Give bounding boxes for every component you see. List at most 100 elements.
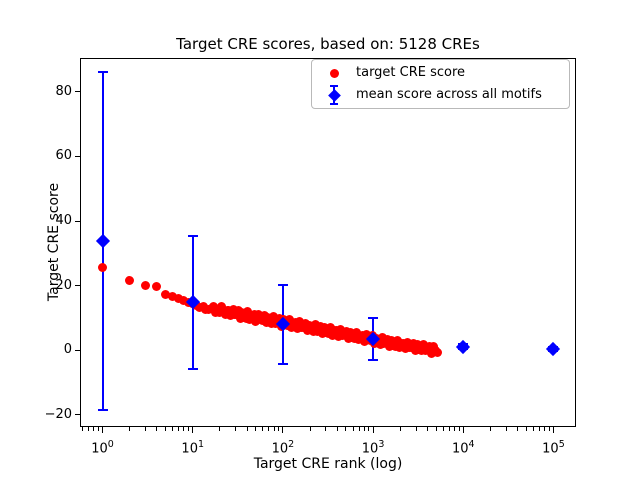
x-minor-tick (368, 427, 370, 431)
x-tick-label: 102 (271, 439, 295, 457)
error-bar-cap (277, 362, 288, 365)
x-minor-tick (544, 427, 546, 431)
x-minor-tick (325, 427, 327, 431)
x-minor-tick (399, 427, 401, 431)
x-minor-tick (415, 427, 417, 431)
red-dot (302, 326, 312, 336)
x-minor-tick (352, 427, 354, 431)
red-dot (174, 294, 184, 304)
x-minor-tick (235, 427, 237, 431)
x-minor-tick (129, 427, 131, 431)
errorbar-glyph-cap (330, 85, 338, 87)
red-dot (215, 307, 225, 317)
x-minor-tick (363, 427, 365, 431)
x-axis-label: Target CRE rank (log) (253, 456, 403, 472)
x-minor-tick (278, 427, 280, 431)
red-dot (361, 330, 371, 340)
x-minor-tick (82, 427, 84, 431)
red-dot (432, 347, 442, 357)
x-minor-tick (525, 427, 527, 431)
x-minor-tick (88, 427, 90, 431)
x-tick-label: 105 (542, 439, 565, 457)
errorbar-glyph-diamond (327, 88, 341, 102)
plot-area (80, 58, 576, 427)
red-dot (269, 312, 279, 322)
legend-item-mean-score: mean score across all motifs (312, 84, 569, 106)
x-minor-tick (309, 427, 311, 431)
red-dot (410, 345, 420, 355)
legend-label-mean: mean score across all motifs (356, 87, 542, 102)
y-tick (75, 285, 80, 287)
y-tick-label: 0 (63, 342, 72, 358)
red-dot (161, 289, 171, 299)
x-minor-tick (345, 427, 347, 431)
y-tick (75, 414, 80, 416)
red-dot (179, 296, 189, 306)
x-minor-tick (219, 427, 221, 431)
x-minor-tick (448, 427, 450, 431)
y-tick (75, 91, 80, 93)
error-bar-cap (368, 359, 379, 362)
x-major-tick (372, 427, 374, 434)
x-minor-tick (548, 427, 550, 431)
x-minor-tick (97, 427, 99, 431)
error-bar-cap (368, 317, 379, 320)
chart-title: Target CRE scores, based on: 5128 CREs (176, 35, 480, 53)
red-dot (261, 318, 271, 328)
mean-diamond (95, 234, 110, 249)
x-minor-tick (435, 427, 437, 431)
x-major-tick (102, 427, 104, 434)
red-dot (377, 332, 387, 342)
x-major-tick (462, 427, 464, 434)
red-dot (125, 276, 135, 286)
red-dot (336, 324, 346, 334)
red-dot (98, 263, 108, 273)
y-tick (75, 155, 80, 157)
red-dot (253, 309, 263, 319)
red-circle-glyph (329, 68, 339, 78)
x-minor-tick (273, 427, 275, 431)
x-tick-label: 100 (91, 439, 114, 457)
x-minor-tick (255, 427, 257, 431)
error-bar-cap (277, 283, 288, 286)
red-dot (243, 307, 253, 317)
y-tick-label: 20 (55, 277, 72, 293)
x-minor-tick (358, 427, 360, 431)
x-minor-tick (426, 427, 428, 431)
red-dot (141, 280, 151, 290)
y-tick (75, 220, 80, 222)
y-tick-label: 80 (55, 83, 72, 99)
legend: target CRE score mean score across all m… (311, 59, 570, 109)
red-dot (310, 319, 320, 329)
legend-item-target-cre-score: target CRE score (312, 62, 569, 84)
x-minor-tick (458, 427, 460, 431)
x-minor-tick (336, 427, 338, 431)
y-tick (75, 349, 80, 351)
red-dot (217, 302, 227, 312)
x-minor-tick (178, 427, 180, 431)
x-major-tick (552, 427, 554, 434)
x-minor-tick (442, 427, 444, 431)
red-dot (168, 292, 178, 302)
x-minor-tick (246, 427, 248, 431)
red-dot (228, 304, 238, 314)
x-minor-tick (165, 427, 167, 431)
x-minor-tick (517, 427, 519, 431)
x-minor-tick (262, 427, 264, 431)
red-dot (328, 330, 338, 340)
legend-label-target: target CRE score (356, 65, 466, 80)
x-minor-tick (268, 427, 270, 431)
red-circle-marker-icon (312, 62, 356, 84)
mean-diamond (456, 339, 471, 354)
mean-diamond (546, 341, 561, 357)
red-dot (418, 339, 428, 349)
y-tick-label: 60 (55, 148, 72, 164)
error-bar-cap (187, 234, 198, 237)
blue-diamond-errorbar-marker-icon (312, 84, 356, 106)
y-tick-label: −20 (44, 406, 72, 422)
red-dot (152, 281, 162, 291)
x-major-tick (192, 427, 194, 434)
x-minor-tick (538, 427, 540, 431)
